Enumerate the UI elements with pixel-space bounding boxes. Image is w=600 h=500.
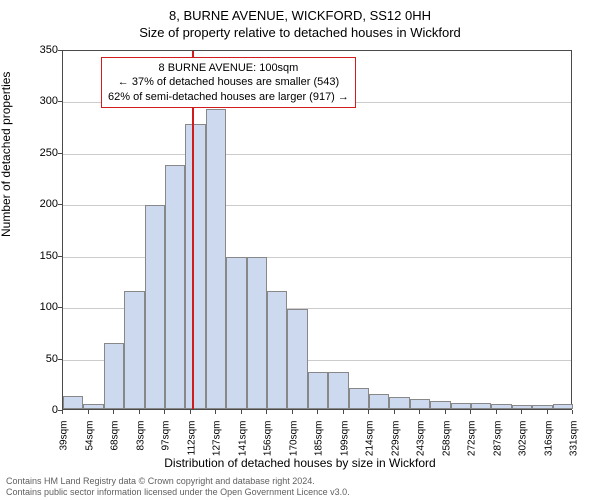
x-tick-label: 316sqm — [543, 421, 554, 471]
x-tick-label: 214sqm — [365, 421, 376, 471]
x-tick-label: 302sqm — [518, 421, 529, 471]
histogram-bar — [185, 124, 205, 409]
y-tick-mark — [58, 307, 62, 308]
histogram-bar — [369, 394, 389, 409]
x-tick-mark — [190, 410, 191, 414]
y-tick-mark — [58, 50, 62, 51]
x-tick-label: 170sqm — [288, 421, 299, 471]
histogram-bar — [389, 397, 409, 409]
x-tick-label: 287sqm — [492, 421, 503, 471]
x-tick-mark — [241, 410, 242, 414]
gridline — [63, 154, 571, 155]
y-tick-mark — [58, 204, 62, 205]
x-tick-label: 185sqm — [314, 421, 325, 471]
x-tick-mark — [419, 410, 420, 414]
y-tick-label: 200 — [40, 198, 58, 210]
x-tick-mark — [394, 410, 395, 414]
x-tick-label: 258sqm — [441, 421, 452, 471]
gridline — [63, 257, 571, 258]
histogram-bar — [471, 403, 491, 409]
histogram-bar — [104, 343, 124, 409]
histogram-bar — [124, 291, 144, 409]
histogram-bar — [349, 388, 369, 409]
y-tick-mark — [58, 101, 62, 102]
y-tick-label: 250 — [40, 147, 58, 159]
y-tick-label: 300 — [40, 95, 58, 107]
x-tick-mark — [470, 410, 471, 414]
x-tick-mark — [292, 410, 293, 414]
gridline — [63, 205, 571, 206]
histogram-bar — [308, 372, 328, 409]
histogram-bar — [206, 109, 226, 409]
annotation-line-3: 62% of semi-detached houses are larger (… — [108, 90, 349, 104]
x-tick-label: 243sqm — [416, 421, 427, 471]
histogram-bar — [267, 291, 287, 409]
x-tick-mark — [139, 410, 140, 414]
histogram-bar — [287, 309, 307, 409]
chart-plot-area: 8 BURNE AVENUE: 100sqm ← 37% of detached… — [62, 50, 572, 410]
y-tick-label: 50 — [46, 353, 58, 365]
y-tick-label: 100 — [40, 301, 58, 313]
histogram-bar — [63, 396, 83, 409]
annotation-box: 8 BURNE AVENUE: 100sqm ← 37% of detached… — [101, 57, 356, 108]
attribution-line-2: Contains public sector information licen… — [6, 487, 350, 498]
x-tick-label: 68sqm — [110, 421, 121, 471]
annotation-line-2: ← 37% of detached houses are smaller (54… — [108, 75, 349, 89]
histogram-bar — [83, 404, 103, 409]
x-tick-mark — [547, 410, 548, 414]
histogram-bar — [145, 205, 165, 409]
histogram-bar — [328, 372, 348, 409]
x-tick-label: 156sqm — [263, 421, 274, 471]
histogram-bar — [532, 405, 552, 409]
y-tick-mark — [58, 256, 62, 257]
x-tick-label: 229sqm — [390, 421, 401, 471]
x-tick-label: 54sqm — [84, 421, 95, 471]
y-tick-label: 350 — [40, 44, 58, 56]
x-tick-mark — [164, 410, 165, 414]
x-tick-mark — [445, 410, 446, 414]
histogram-bar — [451, 403, 471, 409]
x-tick-label: 83sqm — [135, 421, 146, 471]
histogram-bar — [553, 404, 573, 409]
x-tick-mark — [62, 410, 63, 414]
x-tick-mark — [368, 410, 369, 414]
x-tick-label: 39sqm — [59, 421, 70, 471]
attribution-text: Contains HM Land Registry data © Crown c… — [6, 476, 350, 498]
x-tick-mark — [521, 410, 522, 414]
page-title-line1: 8, BURNE AVENUE, WICKFORD, SS12 0HH — [0, 0, 600, 23]
x-tick-label: 112sqm — [186, 421, 197, 471]
x-tick-label: 97sqm — [161, 421, 172, 471]
x-tick-label: 331sqm — [569, 421, 580, 471]
x-tick-mark — [317, 410, 318, 414]
x-tick-mark — [215, 410, 216, 414]
x-tick-mark — [113, 410, 114, 414]
x-tick-mark — [266, 410, 267, 414]
histogram-bar — [165, 165, 185, 409]
attribution-line-1: Contains HM Land Registry data © Crown c… — [6, 476, 350, 487]
y-tick-mark — [58, 153, 62, 154]
y-tick-label: 150 — [40, 250, 58, 262]
x-tick-label: 141sqm — [237, 421, 248, 471]
x-tick-mark — [496, 410, 497, 414]
histogram-bar — [512, 405, 532, 409]
x-tick-mark — [572, 410, 573, 414]
histogram-bar — [491, 404, 511, 409]
annotation-line-1: 8 BURNE AVENUE: 100sqm — [108, 61, 349, 75]
x-tick-label: 127sqm — [212, 421, 223, 471]
x-tick-label: 199sqm — [339, 421, 350, 471]
histogram-bar — [430, 401, 450, 409]
histogram-bar — [410, 399, 430, 409]
x-tick-mark — [343, 410, 344, 414]
y-axis-title: Number of detached properties — [0, 72, 13, 237]
page-title-line2: Size of property relative to detached ho… — [0, 23, 600, 40]
y-tick-mark — [58, 359, 62, 360]
histogram-bar — [247, 257, 267, 409]
histogram-bar — [226, 257, 246, 409]
x-tick-mark — [88, 410, 89, 414]
x-tick-label: 272sqm — [467, 421, 478, 471]
